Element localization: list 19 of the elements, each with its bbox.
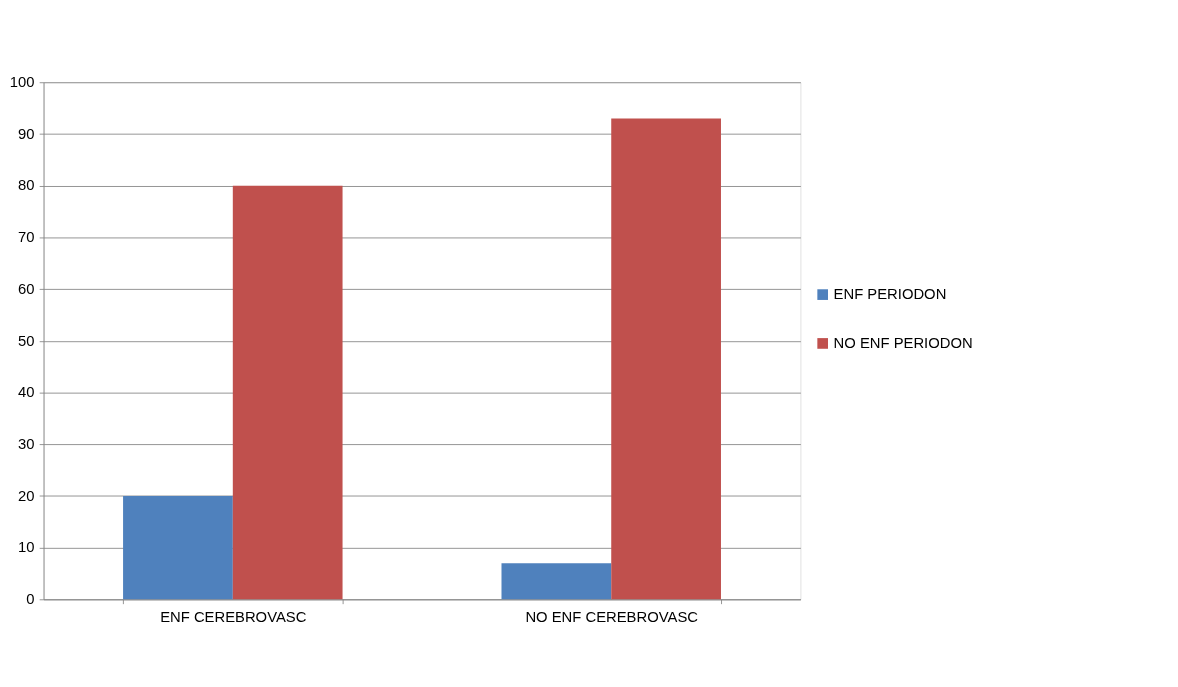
bar [232,185,343,600]
y-tick-label: 70 [17,229,35,246]
x-tick-label: NO ENF CEREBROVASC [525,609,699,626]
y-tick-label: 10 [17,539,35,556]
legend-label: ENF PERIODON [833,285,947,302]
y-tick-label: 50 [17,332,35,349]
y-tick-label: 20 [17,487,35,504]
bar [123,495,233,600]
y-tick-label: 90 [17,125,35,142]
y-tick-label: 40 [17,384,35,401]
y-tick-label: 30 [17,436,35,453]
y-tick-label: 100 [9,74,35,91]
bar [611,118,721,600]
legend-label: NO ENF PERIODON [833,334,973,351]
y-tick-label: 80 [17,177,35,194]
y-tick-label: 0 [26,591,35,608]
x-tick-label: ENF CEREBROVASC [160,609,307,626]
y-tick-label: 60 [17,280,35,297]
bar [501,563,612,600]
